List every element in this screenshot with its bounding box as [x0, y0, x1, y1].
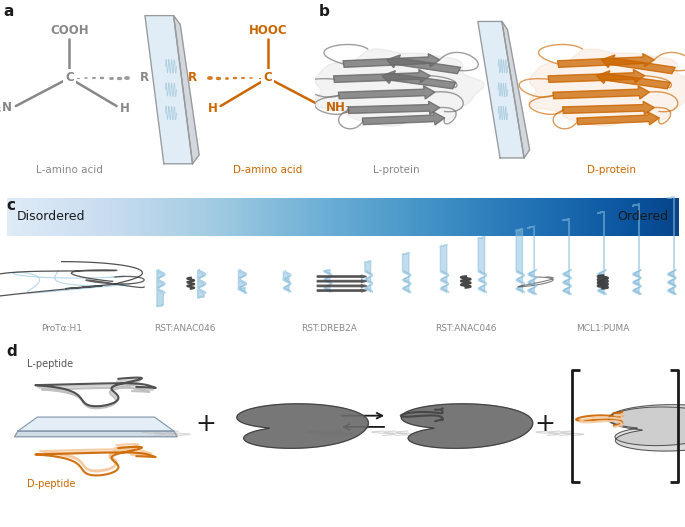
Text: R: R	[188, 71, 197, 83]
Text: L-protein: L-protein	[373, 165, 420, 175]
Text: RST:ANAC046: RST:ANAC046	[435, 324, 497, 333]
Polygon shape	[317, 285, 366, 287]
Text: HOOC: HOOC	[249, 24, 287, 37]
Polygon shape	[553, 86, 649, 99]
Text: COOH: COOH	[50, 24, 88, 37]
Polygon shape	[609, 407, 685, 446]
Polygon shape	[577, 112, 659, 125]
Text: +: +	[534, 412, 555, 436]
Text: c: c	[7, 198, 16, 213]
Polygon shape	[362, 112, 445, 125]
Polygon shape	[173, 16, 199, 164]
Polygon shape	[562, 101, 654, 114]
Polygon shape	[597, 71, 671, 89]
Polygon shape	[317, 289, 366, 292]
Text: L-peptide: L-peptide	[27, 359, 73, 369]
Text: +: +	[195, 412, 216, 436]
Polygon shape	[237, 404, 369, 448]
Polygon shape	[529, 49, 685, 126]
Text: d: d	[7, 344, 18, 359]
Text: D-amino acid: D-amino acid	[233, 165, 303, 175]
Polygon shape	[334, 70, 430, 83]
Polygon shape	[338, 86, 435, 99]
Polygon shape	[387, 55, 461, 74]
Polygon shape	[14, 431, 177, 437]
Text: H: H	[120, 102, 129, 115]
Polygon shape	[18, 417, 174, 431]
Polygon shape	[348, 101, 440, 114]
Text: Disordered: Disordered	[17, 210, 86, 223]
Text: RST:DREB2A: RST:DREB2A	[301, 324, 357, 333]
Polygon shape	[317, 280, 366, 282]
Polygon shape	[343, 54, 440, 67]
Text: D-peptide: D-peptide	[27, 479, 76, 489]
Text: H: H	[208, 102, 217, 115]
Text: ProTα:H1: ProTα:H1	[41, 324, 82, 333]
Text: D-protein: D-protein	[586, 165, 636, 175]
Text: NH$_3$: NH$_3$	[325, 101, 351, 116]
Polygon shape	[401, 404, 533, 448]
Text: R: R	[140, 71, 149, 83]
Text: L-amino acid: L-amino acid	[36, 165, 103, 175]
Text: RST:ANAC046: RST:ANAC046	[154, 324, 216, 333]
Text: a: a	[3, 4, 14, 19]
Polygon shape	[478, 22, 524, 158]
Text: C: C	[65, 72, 74, 84]
Text: b: b	[319, 4, 329, 19]
Polygon shape	[548, 70, 645, 83]
Polygon shape	[314, 49, 484, 126]
Polygon shape	[558, 54, 654, 67]
Polygon shape	[608, 405, 685, 451]
Polygon shape	[145, 16, 192, 164]
Text: MCL1:PUMA: MCL1:PUMA	[576, 324, 630, 333]
Polygon shape	[502, 22, 530, 158]
Polygon shape	[317, 275, 366, 278]
Text: H$_3$N: H$_3$N	[0, 101, 12, 116]
Polygon shape	[601, 55, 675, 74]
Text: C: C	[264, 72, 272, 84]
Text: Ordered: Ordered	[616, 210, 668, 223]
Polygon shape	[382, 71, 456, 89]
